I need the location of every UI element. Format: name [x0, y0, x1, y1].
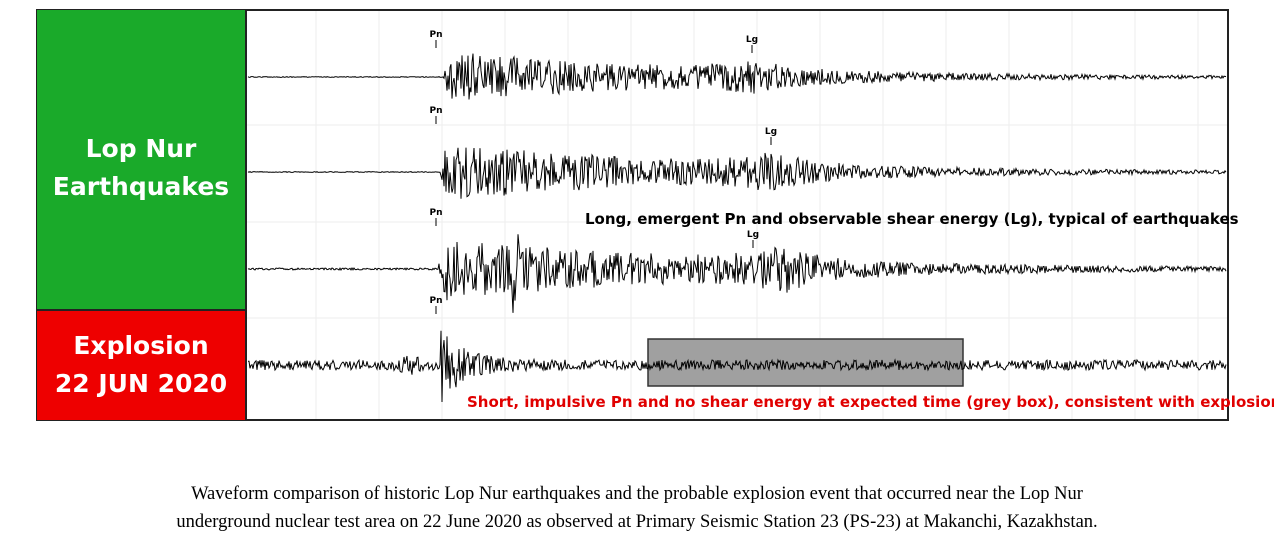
phase-label: Pn [429, 30, 442, 40]
phase-labels: Pn Lg Pn Lg Pn Lg Pn [429, 30, 777, 314]
phase-label: Lg [746, 35, 758, 45]
waveform [247, 234, 1227, 313]
phase-label: Lg [765, 127, 777, 137]
waveform [247, 147, 1227, 199]
waveform [248, 330, 1227, 403]
earthquake-panel [37, 10, 246, 310]
panel-label: 22 JUN 2020 [55, 369, 227, 398]
annotation: Short, impulsive Pn and no shear energy … [467, 393, 1274, 411]
phase-label: Pn [429, 106, 442, 116]
caption: Waveform comparison of historic Lop Nur … [191, 484, 1083, 504]
caption: underground nuclear test area on 22 June… [176, 512, 1097, 532]
panel-label: Explosion [73, 331, 208, 360]
grey-box [647, 338, 964, 387]
waveforms [247, 53, 1227, 403]
phase-label: Pn [429, 296, 442, 306]
panel-label: Lop Nur [86, 134, 197, 163]
explosion-panel [37, 310, 246, 420]
phase-label: Pn [429, 208, 442, 218]
panel-label: Earthquakes [53, 172, 229, 201]
annotation: Long, emergent Pn and observable shear e… [585, 210, 1239, 228]
phase-label: Lg [747, 230, 759, 240]
waveform [247, 53, 1227, 100]
